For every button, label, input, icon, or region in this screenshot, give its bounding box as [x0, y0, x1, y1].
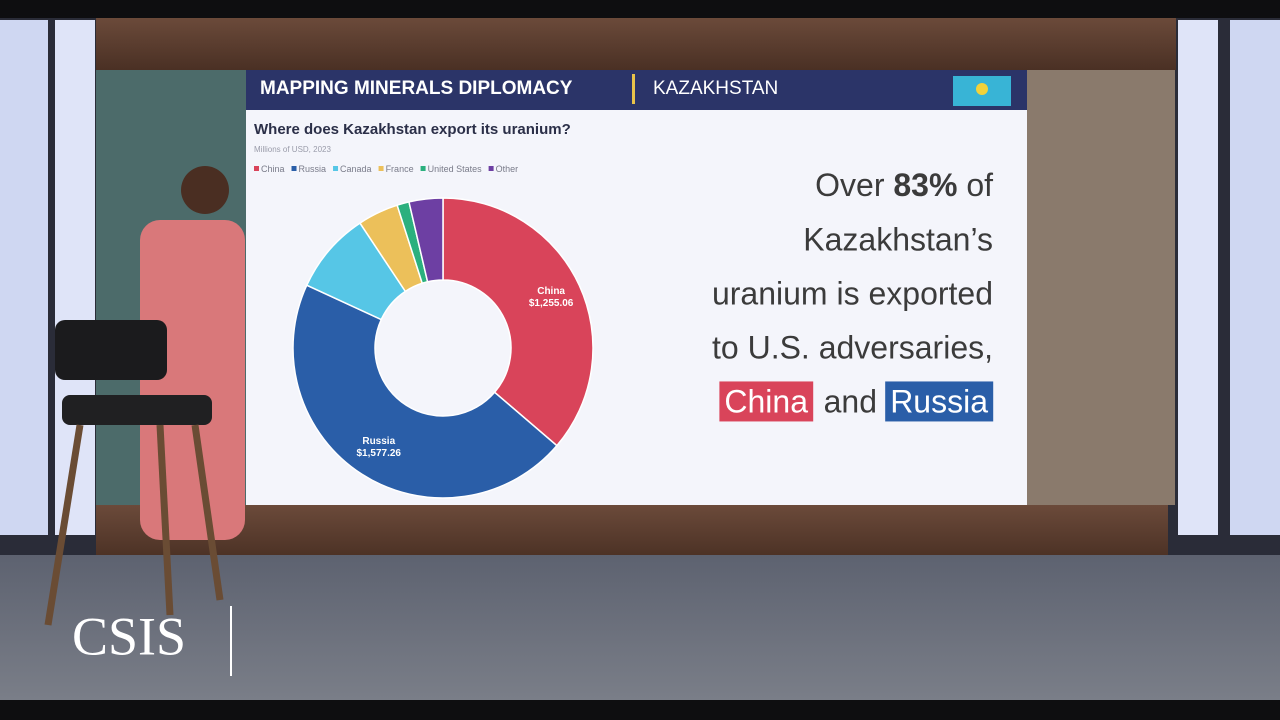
- legend-swatch: [420, 166, 426, 171]
- legend-label: United States: [428, 164, 483, 174]
- header-divider: [632, 74, 635, 104]
- callout-and: and: [824, 383, 877, 419]
- legend-swatch: [333, 166, 339, 171]
- callout: Over 83% of Kazakhstan’s uranium is expo…: [712, 167, 994, 422]
- callout-china: China: [724, 383, 808, 419]
- callout-line: Kazakhstan’s: [803, 221, 993, 257]
- legend-swatch: [488, 166, 494, 171]
- floor: [0, 555, 1280, 700]
- screen-header: [246, 70, 1027, 110]
- legend: China Russia Canada France United States Othe…: [254, 164, 518, 174]
- light-panel: [1178, 20, 1218, 535]
- callout-line: uranium is exported: [712, 275, 993, 311]
- legend-label: Canada: [340, 164, 372, 174]
- chart-subtitle: Millions of USD, 2023: [254, 145, 331, 154]
- light-panel: [1230, 20, 1280, 535]
- callout-russia: Russia: [890, 383, 988, 419]
- callout-stat: 83%: [893, 167, 957, 203]
- callout-line: Over 83% of: [815, 167, 993, 203]
- callout-text: of: [966, 167, 993, 203]
- presenter-head: [181, 166, 229, 214]
- header-title: MAPPING MINERALS DIPLOMACY: [260, 78, 573, 99]
- stool-back: [55, 320, 167, 380]
- presenter: [140, 220, 245, 540]
- stool-leg: [191, 424, 224, 601]
- header-country: KAZAKHSTAN: [653, 78, 778, 99]
- donut-chart: China$1,255.06 Russia$1,577.26: [292, 197, 594, 499]
- highlight-box: [885, 381, 994, 422]
- legend-label: China: [261, 164, 285, 174]
- logo-bar: [230, 606, 232, 676]
- stool-seat: [62, 395, 212, 425]
- legend-swatch: [291, 166, 297, 171]
- callout-line: to U.S. adversaries,: [712, 329, 993, 365]
- slice-category: China: [537, 286, 565, 297]
- donut-slice: [442, 197, 594, 447]
- stool-leg: [44, 424, 84, 626]
- wood-panel: [96, 505, 1168, 560]
- slice-value: $1,577.26: [356, 448, 401, 459]
- chart-title: Where does Kazakhstan export its uranium…: [254, 121, 571, 138]
- donut-slice: [292, 284, 558, 499]
- legend-label: France: [386, 164, 414, 174]
- donut-slice: [408, 197, 444, 283]
- logo: CSIS: [72, 606, 186, 666]
- legend-swatch: [254, 166, 259, 171]
- legend-swatch: [378, 166, 384, 171]
- slice-category: Russia: [362, 436, 395, 447]
- callout-text: Over: [815, 167, 885, 203]
- map-backdrop: [1027, 70, 1175, 505]
- light-panel: [0, 20, 48, 535]
- slice-value: $1,255.06: [529, 298, 574, 309]
- stool-leg: [156, 424, 174, 616]
- legend-label: Russia: [299, 164, 327, 174]
- flag-sun: [976, 83, 988, 95]
- wood-panel: [96, 18, 1176, 70]
- legend-label: Other: [496, 164, 519, 174]
- highlight-box: [719, 381, 814, 422]
